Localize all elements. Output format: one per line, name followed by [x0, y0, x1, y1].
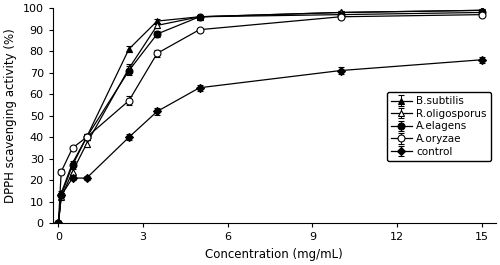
X-axis label: Concentration (mg/mL): Concentration (mg/mL) [206, 248, 343, 261]
Y-axis label: DPPH scavenging activity (%): DPPH scavenging activity (%) [4, 28, 17, 203]
Legend: B.subtilis, R.oligosporus, A.elagens, A.oryzae, control: B.subtilis, R.oligosporus, A.elagens, A.… [387, 92, 490, 161]
